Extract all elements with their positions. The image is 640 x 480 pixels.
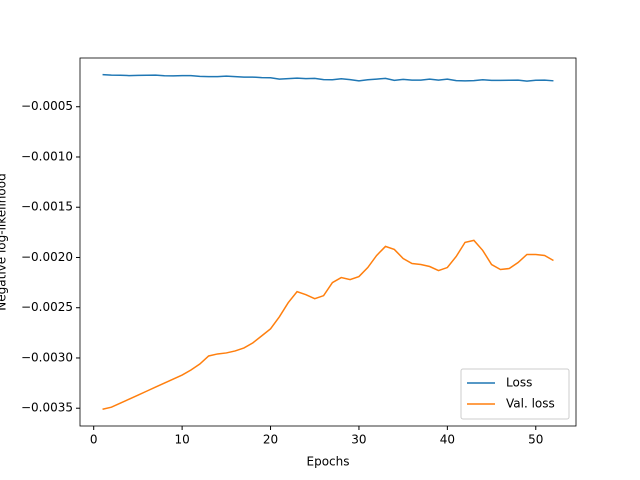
x-tick-label: 10 — [174, 433, 189, 447]
y-tick-label: −0.0020 — [21, 250, 73, 264]
legend: Loss Val. loss — [460, 368, 570, 420]
plot-frame — [79, 57, 577, 427]
x-tick-label: 50 — [528, 433, 543, 447]
x-axis-label: Epochs — [307, 455, 350, 469]
y-tick-label: −0.0015 — [21, 200, 73, 214]
line — [102, 73, 554, 82]
x-tick-label: 40 — [440, 433, 455, 447]
x-tick-label: 0 — [90, 433, 98, 447]
x-tick-label: 30 — [351, 433, 366, 447]
legend-box — [460, 368, 570, 420]
y-tick-label: −0.0025 — [21, 300, 73, 314]
y-axis-label: Negative log-likelihood — [0, 173, 9, 310]
y-tick-label: −0.0030 — [21, 350, 73, 364]
y-tick-label: −0.0035 — [21, 401, 73, 415]
x-tick-label: 20 — [263, 433, 278, 447]
y-tick-label: −0.0005 — [21, 99, 73, 113]
legend-label: Loss — [506, 376, 532, 390]
y-tick-label: −0.0010 — [21, 149, 73, 163]
line — [102, 239, 554, 410]
legend-label: Val. loss — [506, 397, 555, 411]
